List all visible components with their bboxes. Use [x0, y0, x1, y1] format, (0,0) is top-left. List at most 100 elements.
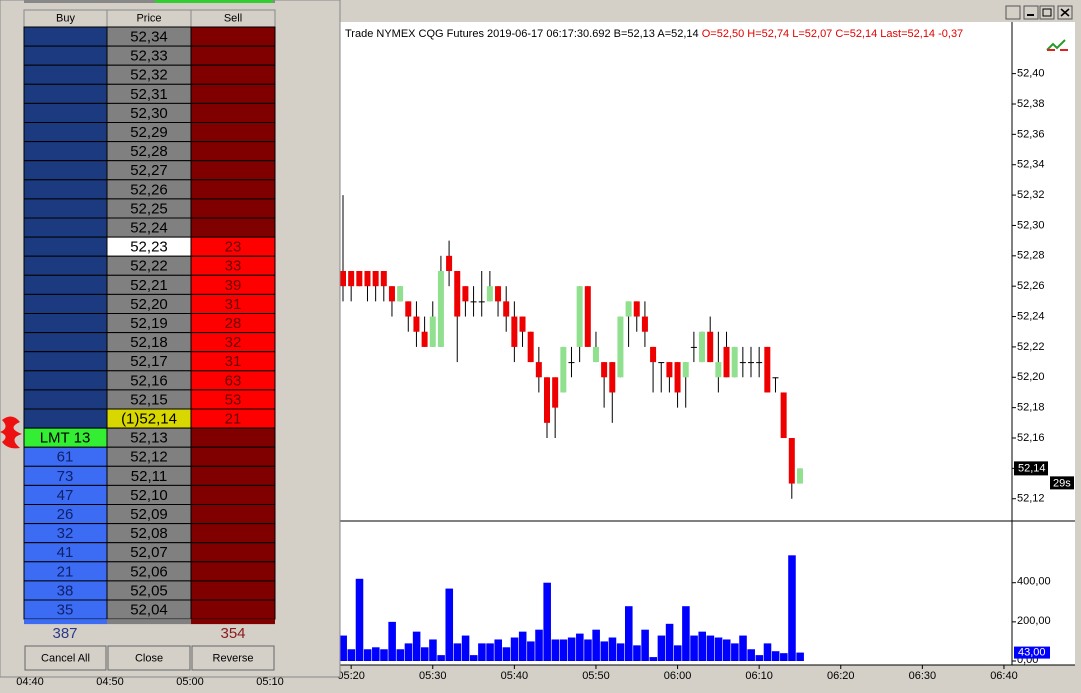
sell-cell[interactable] — [190, 141, 276, 162]
sell-cell[interactable] — [190, 160, 276, 181]
price-label: 52,11 — [131, 468, 167, 485]
volume-bar — [657, 635, 666, 661]
sell-cell[interactable] — [190, 465, 276, 486]
last-volume-tag — [1014, 646, 1050, 659]
order-label[interactable]: LMT 13 — [40, 430, 91, 447]
button-label[interactable]: Reverse — [213, 652, 254, 664]
volume-bar — [388, 621, 396, 661]
title-text: Trade NYMEX CQG Futures 2019-06-17 06:17… — [345, 28, 699, 40]
sell-size: 63 — [225, 372, 242, 389]
volume-bar — [453, 643, 462, 661]
buy-cell[interactable] — [23, 351, 108, 372]
timer: 29s — [1053, 477, 1071, 489]
buy-cell[interactable] — [23, 122, 108, 143]
candle-body — [666, 362, 673, 378]
sell-cell[interactable] — [190, 484, 276, 505]
price-label: 52,07 — [130, 544, 168, 561]
button[interactable] — [107, 645, 191, 671]
chart-icon[interactable] — [1046, 39, 1068, 51]
candle-body — [772, 377, 779, 379]
title-ohlc: O=52,50 H=52,74 L=52,07 C=52,14 Last=52,… — [702, 28, 963, 40]
maximize-button[interactable] — [1039, 5, 1055, 20]
price-label: 52,26 — [130, 181, 168, 198]
sell-cell[interactable] — [190, 523, 276, 544]
sell-cell[interactable] — [190, 446, 276, 467]
buy-cell[interactable] — [23, 198, 108, 219]
sell-cell[interactable] — [190, 26, 276, 47]
sell-cell[interactable] — [190, 217, 276, 238]
volume-bar — [698, 631, 706, 661]
volume-bar — [576, 633, 584, 661]
sell-cell[interactable] — [190, 179, 276, 200]
sell-size: 33 — [225, 258, 242, 275]
sell-cell[interactable] — [190, 504, 276, 525]
buy-cell[interactable] — [23, 45, 108, 66]
candle-body — [731, 346, 738, 378]
candle-body — [495, 286, 502, 302]
x-tick-label: 05:50 — [582, 670, 610, 682]
y-tick-label: 52,38 — [1017, 98, 1045, 110]
price-label: 52,05 — [130, 582, 168, 599]
buy-cell[interactable] — [23, 179, 108, 200]
buy-cell[interactable] — [23, 389, 108, 410]
volume-bar — [714, 637, 723, 661]
volume-bar — [518, 631, 527, 661]
candle-body — [478, 301, 485, 303]
restore-button[interactable] — [1005, 5, 1021, 20]
buy-cell[interactable] — [23, 160, 108, 181]
y-tick-label: 52,40 — [1017, 68, 1045, 80]
x-tick-label: 05:30 — [419, 670, 447, 682]
volume-bar — [616, 643, 625, 661]
buy-cell[interactable] — [23, 26, 108, 47]
volume-bar — [559, 639, 568, 661]
candle-body — [609, 362, 616, 393]
minimize-button[interactable] — [1023, 5, 1039, 20]
sell-cell[interactable] — [190, 122, 276, 143]
buy-cell[interactable] — [23, 313, 108, 334]
buy-cell[interactable] — [23, 408, 108, 429]
buy-cell[interactable] — [23, 332, 108, 353]
sell-cell[interactable] — [190, 45, 276, 66]
sell-cell[interactable] — [190, 83, 276, 104]
buy-cell[interactable] — [23, 217, 108, 238]
buy-cell[interactable] — [23, 236, 108, 257]
sell-cell[interactable] — [190, 542, 276, 563]
sell-size: 32 — [225, 334, 242, 351]
volume-bar — [763, 643, 772, 661]
buy-cell[interactable] — [23, 141, 108, 162]
candle-body — [372, 271, 379, 287]
buy-cell[interactable] — [23, 83, 108, 104]
cursor-scribble — [0, 416, 22, 449]
buy-cell[interactable] — [23, 274, 108, 295]
sell-cell[interactable] — [190, 580, 276, 601]
price-label: 52,19 — [130, 315, 168, 332]
candle-body — [462, 286, 469, 302]
x-tick-label: 06:40 — [990, 670, 1018, 682]
candle-body — [739, 362, 746, 364]
button[interactable] — [191, 645, 275, 671]
sell-cell[interactable] — [190, 198, 276, 219]
sell-cell[interactable] — [190, 599, 276, 620]
buy-cell[interactable] — [23, 102, 108, 124]
window-controls[interactable] — [1005, 5, 1073, 20]
button-label[interactable]: Close — [135, 652, 163, 664]
sell-cell[interactable] — [190, 561, 276, 582]
volume-bar — [372, 647, 380, 661]
sell-cell[interactable] — [190, 427, 276, 448]
buy-cell[interactable] — [23, 255, 108, 276]
sell-cell[interactable] — [190, 102, 276, 124]
buy-cell[interactable] — [23, 64, 108, 85]
buy-cell[interactable] — [23, 370, 108, 391]
candle-body — [511, 316, 518, 347]
price-label: 52,13 — [130, 430, 168, 447]
button-label[interactable]: Cancel All — [41, 652, 90, 664]
button[interactable] — [24, 645, 107, 671]
candle-body — [356, 271, 363, 287]
volume-bar — [502, 647, 511, 661]
sell-cell[interactable] — [190, 64, 276, 85]
buy-cell[interactable] — [23, 293, 108, 314]
candle-body — [625, 301, 632, 317]
buy-size: 35 — [57, 602, 74, 619]
x-tick-label-hidden: 05:00 — [176, 676, 204, 688]
